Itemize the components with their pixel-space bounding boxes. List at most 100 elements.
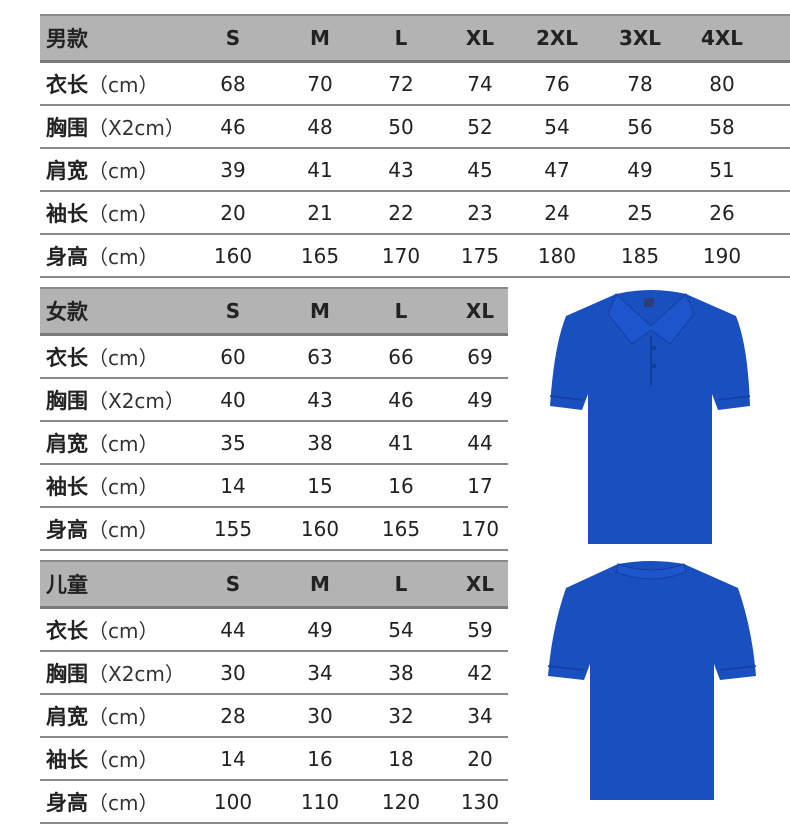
table-cell: 155 (213, 516, 253, 541)
table-row: 胸围 （X2cm） 30 34 38 42 (40, 652, 508, 695)
measure-name: 身高 (46, 244, 88, 269)
table-cell: 43 (388, 157, 414, 182)
table-cell: 46 (220, 114, 246, 139)
measure-unit: （X2cm） (88, 116, 185, 140)
table-cell: 18 (388, 746, 414, 771)
table-cell: 17 (467, 473, 493, 498)
table-cell: 76 (544, 71, 570, 96)
table-cell: 165 (300, 243, 340, 268)
table-row: 袖长 （cm） 14 16 18 20 (40, 738, 508, 781)
table-cell: 100 (213, 789, 253, 814)
size-header-s: S (225, 26, 241, 50)
size-header-m: M (310, 572, 330, 596)
table-cell: 30 (307, 703, 333, 728)
size-header-s: S (225, 299, 241, 323)
table-cell: 110 (300, 789, 340, 814)
row-label: 衣长 （cm） (46, 63, 158, 104)
measure-name: 肩宽 (46, 704, 88, 729)
table-cell: 26 (709, 200, 735, 225)
size-header-xl: XL (465, 299, 495, 323)
table-cell: 54 (544, 114, 570, 139)
size-header-4xl: 4XL (700, 26, 744, 50)
table-cell: 165 (381, 516, 421, 541)
table-cell: 185 (620, 243, 660, 268)
table-cell: 190 (702, 243, 742, 268)
table-cell: 175 (460, 243, 500, 268)
table-cell: 30 (220, 660, 246, 685)
kids-size-table: 儿童 S M L XL 衣长 （cm） 44 49 54 59 胸围 （X2cm） 30 34 38 42 肩宽（… (40, 560, 508, 824)
table-row: 衣长 （cm） 68 70 72 74 76 78 80 (40, 63, 790, 106)
table-cell: 24 (544, 200, 570, 225)
row-label: 胸围 （X2cm） (46, 106, 185, 147)
table-cell: 15 (307, 473, 333, 498)
polo-shirt-back-image (547, 561, 757, 800)
table-row: 衣长 （cm） 60 63 66 69 (40, 336, 508, 379)
table-cell: 34 (467, 703, 493, 728)
table-row: 胸围 （X2cm） 46 48 50 52 54 56 58 (40, 106, 790, 149)
measure-name: 衣长 (46, 618, 88, 643)
size-header-3xl: 3XL (618, 26, 662, 50)
measure-name: 胸围 (46, 661, 88, 686)
size-header-xl: XL (465, 572, 495, 596)
table-cell: 28 (220, 703, 246, 728)
measure-unit: （X2cm） (88, 662, 185, 686)
row-label: 袖长 （cm） (46, 738, 158, 779)
table-cell: 60 (220, 344, 246, 369)
table-cell: 130 (460, 789, 500, 814)
table-cell: 44 (467, 430, 493, 455)
row-label: 衣长 （cm） (46, 609, 158, 650)
table-cell: 170 (460, 516, 500, 541)
table-cell: 21 (307, 200, 333, 225)
row-label: 袖长 （cm） (46, 192, 158, 233)
measure-unit: （cm） (88, 73, 159, 97)
measure-unit: （cm） (88, 346, 159, 370)
table-cell: 16 (307, 746, 333, 771)
table-cell: 16 (388, 473, 414, 498)
size-header-l: L (394, 26, 408, 50)
table-cell: 58 (709, 114, 735, 139)
measure-name: 袖长 (46, 474, 88, 499)
table-cell: 49 (627, 157, 653, 182)
measure-unit: （cm） (88, 245, 159, 269)
table-cell: 38 (307, 430, 333, 455)
table-row: 肩宽 （cm） 39 41 43 45 47 49 51 (40, 149, 790, 192)
table-row: 肩宽 （cm） 28 30 32 34 (40, 695, 508, 738)
table-row: 身高 （cm） 155 160 165 170 (40, 508, 508, 551)
table-cell: 66 (388, 344, 414, 369)
table-cell: 56 (627, 114, 653, 139)
table-cell: 63 (307, 344, 333, 369)
table-cell: 35 (220, 430, 246, 455)
table-cell: 32 (388, 703, 414, 728)
table-header: 女款 S M L XL (40, 287, 508, 336)
polo-shirt-front-image (549, 290, 751, 544)
table-cell: 49 (307, 617, 333, 642)
table-cell: 42 (467, 660, 493, 685)
table-cell: 45 (467, 157, 493, 182)
table-cell: 49 (467, 387, 493, 412)
table-title: 男款 (46, 27, 88, 51)
measure-name: 袖长 (46, 747, 88, 772)
table-cell: 68 (220, 71, 246, 96)
measure-unit: （cm） (88, 518, 159, 542)
measure-name: 袖长 (46, 201, 88, 226)
row-label: 身高 （cm） (46, 508, 158, 549)
table-cell: 80 (709, 71, 735, 96)
table-cell: 72 (388, 71, 414, 96)
table-cell: 41 (388, 430, 414, 455)
measure-unit: （cm） (88, 705, 159, 729)
measure-unit: （cm） (88, 791, 159, 815)
row-label: 肩宽 （cm） (46, 149, 158, 190)
measure-unit: （cm） (88, 432, 159, 456)
row-label: 肩宽 （cm） (46, 695, 158, 736)
measure-unit: （X2cm） (88, 389, 185, 413)
size-header-xl: XL (465, 26, 495, 50)
table-cell: 70 (307, 71, 333, 96)
size-header-2xl: 2XL (535, 26, 579, 50)
table-cell: 46 (388, 387, 414, 412)
table-title: 儿童 (46, 573, 88, 597)
size-header-m: M (310, 26, 330, 50)
table-row: 身高 （cm） 160 165 170 175 180 185 190 (40, 235, 790, 278)
table-cell: 78 (627, 71, 653, 96)
table-cell: 25 (627, 200, 653, 225)
table-cell: 47 (544, 157, 570, 182)
